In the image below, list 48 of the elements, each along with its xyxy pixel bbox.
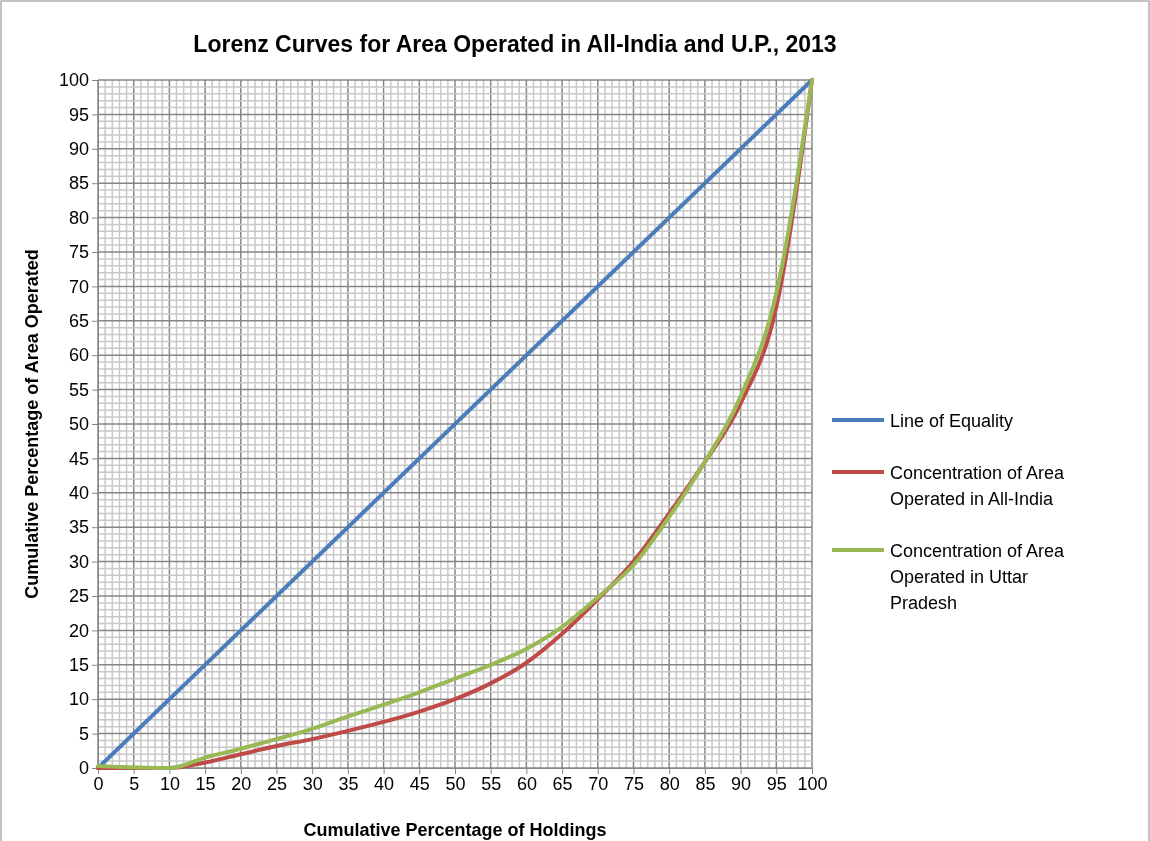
x-tick-label: 30 <box>302 773 323 794</box>
y-tick-label: 40 <box>68 483 89 504</box>
y-tick-label: 25 <box>68 586 89 607</box>
x-tick-label: 45 <box>409 773 430 794</box>
y-tick-label: 60 <box>68 345 89 366</box>
x-tick-label: 0 <box>93 773 104 794</box>
x-tick-label: 5 <box>129 773 140 794</box>
legend-label: Line of Equality <box>890 411 1014 431</box>
y-tick-label: 10 <box>68 689 89 710</box>
x-tick-label: 60 <box>516 773 537 794</box>
x-tick-label: 90 <box>731 773 752 794</box>
x-tick-label: 35 <box>338 773 359 794</box>
y-tick-label: 75 <box>68 242 89 263</box>
x-tick-label: 15 <box>195 773 216 794</box>
y-tick-label: 35 <box>68 517 89 538</box>
legend-label: Concentration of Area Operated in Uttar Pradesh <box>890 541 1066 613</box>
x-tick-label: 55 <box>481 773 502 794</box>
y-tick-label: 0 <box>78 758 89 779</box>
y-tick-label: 30 <box>68 551 89 572</box>
y-tick-label: 80 <box>68 207 89 228</box>
y-tick-label: 95 <box>68 104 89 125</box>
y-tick-label: 90 <box>68 139 89 160</box>
x-tick-label: 65 <box>552 773 573 794</box>
y-tick-label: 55 <box>68 379 89 400</box>
x-tick-label: 25 <box>266 773 288 794</box>
x-tick-label: 75 <box>623 773 645 794</box>
y-tick-label: 100 <box>58 70 89 91</box>
x-tick-label: 70 <box>588 773 609 794</box>
y-tick-label: 85 <box>68 173 89 194</box>
x-tick-label: 100 <box>797 773 828 794</box>
x-tick-label: 50 <box>445 773 466 794</box>
x-tick-label: 80 <box>659 773 680 794</box>
y-tick-label: 70 <box>68 276 89 297</box>
y-tick-label: 45 <box>68 448 89 469</box>
x-axis-title: Cumulative Percentage of Holdings <box>303 820 607 840</box>
x-tick-label: 20 <box>231 773 252 794</box>
y-tick-label: 15 <box>68 655 89 676</box>
y-axis-title: Cumulative Percentage of Area Operated <box>22 249 42 599</box>
legend-label: Concentration of Area Operated in All-India <box>890 463 1066 509</box>
x-tick-label: 10 <box>159 773 180 794</box>
x-tick-label: 85 <box>695 773 716 794</box>
y-tick-label: 5 <box>78 723 89 744</box>
y-tick-label: 50 <box>68 414 89 435</box>
y-tick-label: 20 <box>68 620 89 641</box>
x-tick-label: 40 <box>374 773 395 794</box>
x-tick-label: 95 <box>766 773 787 794</box>
y-tick-label: 65 <box>68 311 89 332</box>
chart-title: Lorenz Curves for Area Operated in All-India and U.P., 2013 <box>193 31 837 57</box>
